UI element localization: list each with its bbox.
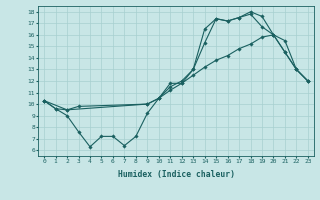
X-axis label: Humidex (Indice chaleur): Humidex (Indice chaleur) xyxy=(117,170,235,179)
